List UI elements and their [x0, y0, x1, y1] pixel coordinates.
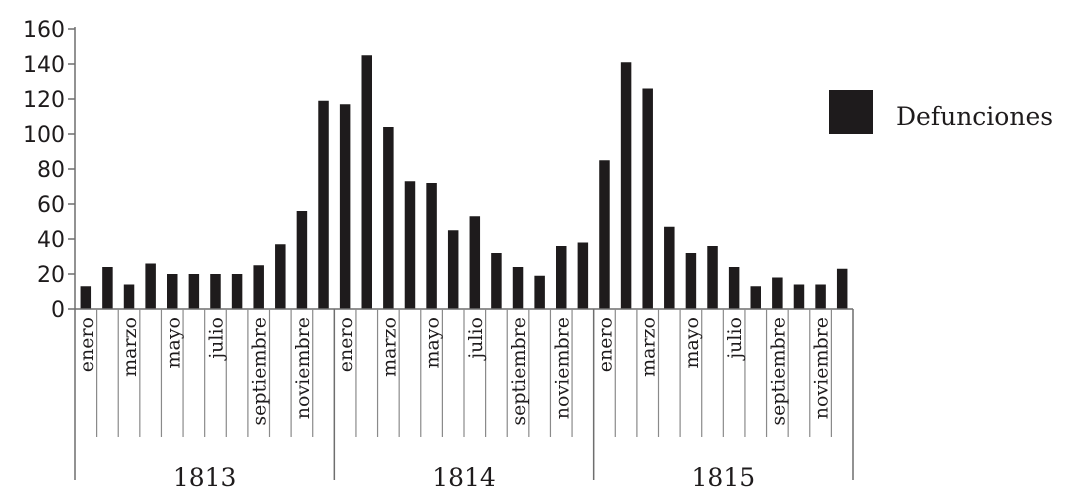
bar [404, 181, 416, 309]
bar [836, 268, 848, 309]
month-label: noviembre [292, 317, 314, 419]
bar [728, 267, 740, 309]
bar [815, 284, 826, 309]
month-label: septiembre [508, 317, 530, 426]
bar [447, 230, 459, 309]
legend-swatch [829, 90, 873, 134]
month-label: marzo [638, 317, 660, 377]
y-tick-label: 120 [23, 88, 65, 113]
y-axis: 0 20 40 60 80 100 120 140 160 [23, 18, 76, 323]
y-tick-label: 20 [37, 263, 65, 288]
y-tick-label: 0 [51, 298, 65, 323]
y-tick-label: 140 [23, 53, 65, 78]
month-label: noviembre [811, 317, 833, 419]
bar [361, 55, 372, 309]
x-axis: enero marzo mayo julio septiembre noviembre en… [74, 308, 854, 492]
bar [664, 226, 675, 309]
bar [123, 284, 135, 309]
month-label: mayo [681, 317, 703, 369]
bar [167, 274, 178, 309]
bar [145, 263, 156, 309]
bar [210, 274, 221, 309]
month-label: septiembre [249, 317, 271, 426]
year-label: 1814 [432, 463, 496, 492]
bar [296, 211, 308, 309]
month-label: julio [465, 317, 487, 361]
bar [620, 62, 632, 309]
y-tick-label: 100 [23, 123, 65, 148]
bar [253, 265, 264, 309]
bar [685, 253, 697, 309]
month-label: mayo [422, 317, 444, 369]
bar [599, 160, 610, 309]
bar [793, 284, 805, 309]
month-label: septiembre [767, 317, 789, 426]
year-label: 1813 [173, 463, 237, 492]
y-tick-label: 60 [37, 193, 65, 218]
y-tick-label: 80 [37, 158, 65, 183]
bar [772, 277, 783, 309]
bar [231, 274, 243, 309]
bar [577, 242, 589, 309]
month-label: enero [594, 317, 616, 372]
y-tick-label: 40 [37, 228, 65, 253]
y-tick-label: 160 [23, 18, 65, 43]
month-label: julio [205, 317, 227, 361]
bar [275, 244, 286, 309]
bar [556, 246, 567, 309]
bar [642, 88, 653, 309]
year-label: 1815 [692, 463, 756, 492]
bar [188, 274, 200, 309]
month-label: enero [76, 317, 98, 372]
bar [512, 267, 524, 309]
bar [491, 253, 502, 309]
month-label: noviembre [551, 317, 573, 419]
bars [80, 55, 848, 309]
bar [469, 216, 481, 309]
legend-label: Defunciones [896, 102, 1053, 131]
bar [339, 104, 351, 309]
month-label: marzo [119, 317, 141, 377]
bar [426, 183, 437, 309]
bar [383, 127, 394, 309]
bar [318, 100, 329, 309]
bar [750, 286, 761, 309]
month-label: mayo [162, 317, 184, 369]
bar [534, 275, 545, 309]
legend: Defunciones [829, 90, 1053, 134]
bar [102, 267, 113, 309]
bar [80, 286, 92, 309]
month-label: marzo [378, 317, 400, 377]
bar [707, 246, 718, 309]
month-label: enero [335, 317, 357, 372]
month-label: julio [724, 317, 746, 361]
